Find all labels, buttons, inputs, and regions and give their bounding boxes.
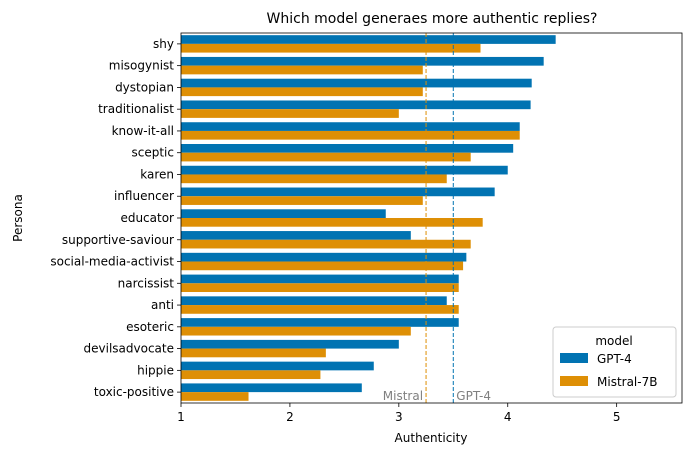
- bar-gpt-4-social-media-activist: [181, 252, 467, 262]
- x-tick-label-4: 4: [504, 410, 512, 424]
- y-tick-label-misogynist: misogynist: [109, 59, 175, 73]
- bar-gpt-4-educator: [181, 209, 386, 218]
- bar-mistral-7b-sceptic: [181, 152, 471, 162]
- bar-gpt-4-shy: [181, 35, 556, 44]
- bar-gpt-4-misogynist: [181, 56, 544, 66]
- y-tick-label-shy: shy: [153, 37, 174, 51]
- bar-mistral-7b-narcissist: [181, 283, 459, 292]
- bar-gpt-4-hippie: [181, 361, 374, 371]
- reference-lines: Mistral GPT-4: [383, 33, 491, 403]
- chart-title: Which model generaes more authentic repl…: [267, 11, 598, 27]
- legend-swatch-mistral: [560, 376, 588, 386]
- y-axis: shy misogynist dystopian traditionalist know…: [50, 37, 181, 399]
- y-tick-label-know-it-all: know-it-all: [112, 124, 174, 138]
- bar-mistral-7b-social-media-activist: [181, 261, 464, 271]
- bar-mistral-7b-dystopian: [181, 87, 423, 97]
- bar-gpt-4-toxic-positive: [181, 383, 362, 393]
- x-tick-label-5: 5: [613, 410, 621, 424]
- y-axis-label: Persona: [11, 194, 25, 242]
- bar-mistral-7b-misogynist: [181, 65, 423, 75]
- bar-mistral-7b-hippie: [181, 370, 321, 380]
- bar-gpt-4-know-it-all: [181, 122, 520, 131]
- reference-label-mistral: Mistral: [383, 389, 423, 403]
- bar-mistral-7b-know-it-all: [181, 130, 520, 140]
- bar-gpt-4-traditionalist: [181, 100, 531, 110]
- legend: model GPT-4 Mistral-7B: [552, 326, 677, 398]
- y-tick-label-toxic-positive: toxic-positive: [94, 385, 174, 399]
- bar-group: [181, 35, 556, 401]
- legend-swatch-gpt4: [560, 353, 588, 363]
- y-tick-label-esoteric: esoteric: [126, 320, 174, 334]
- bar-gpt-4-narcissist: [181, 274, 459, 284]
- plot-frame: [180, 32, 683, 404]
- bar-gpt-4-dystopian: [181, 78, 532, 88]
- bar-gpt-4-anti: [181, 296, 447, 306]
- y-tick-label-anti: anti: [151, 298, 174, 312]
- bar-mistral-7b-shy: [181, 43, 481, 53]
- bar-mistral-7b-influencer: [181, 196, 423, 205]
- y-tick-label-hippie: hippie: [137, 363, 174, 377]
- y-tick-label-supportive-saviour: supportive-saviour: [62, 233, 174, 247]
- bar-gpt-4-esoteric: [181, 318, 459, 327]
- x-axis-label: Authenticity: [395, 431, 468, 445]
- legend-title: model: [595, 334, 632, 348]
- y-tick-label-devilsadvocate: devilsadvocate: [84, 342, 174, 356]
- y-tick-label-narcissist: narcissist: [118, 276, 175, 290]
- bar-gpt-4-influencer: [181, 187, 495, 197]
- bar-gpt-4-devilsadvocate: [181, 339, 399, 349]
- bar-gpt-4-karen: [181, 165, 508, 175]
- legend-label-mistral: Mistral-7B: [597, 375, 657, 389]
- y-tick-label-sceptic: sceptic: [132, 146, 175, 160]
- bar-mistral-7b-esoteric: [181, 326, 411, 336]
- bar-mistral-7b-toxic-positive: [181, 392, 249, 401]
- bar-mistral-7b-devilsadvocate: [181, 348, 326, 358]
- bar-mistral-7b-educator: [181, 218, 483, 227]
- bar-mistral-7b-anti: [181, 305, 459, 314]
- y-tick-label-influencer: influencer: [114, 189, 174, 203]
- bar-mistral-7b-supportive-saviour: [181, 239, 471, 249]
- bar-gpt-4-supportive-saviour: [181, 231, 411, 240]
- bar-gpt-4-sceptic: [181, 144, 514, 153]
- x-tick-label-1: 1: [177, 410, 185, 424]
- y-tick-label-karen: karen: [140, 167, 174, 181]
- y-tick-label-educator: educator: [120, 211, 174, 225]
- y-tick-label-social-media-activist: social-media-activist: [50, 255, 174, 269]
- legend-label-gpt4: GPT-4: [597, 352, 632, 366]
- y-tick-label-traditionalist: traditionalist: [98, 102, 174, 116]
- x-tick-label-3: 3: [395, 410, 403, 424]
- y-tick-label-dystopian: dystopian: [115, 80, 174, 94]
- bar-mistral-7b-traditionalist: [181, 109, 399, 118]
- reference-label-gpt-4: GPT-4: [456, 389, 491, 403]
- x-tick-label-2: 2: [286, 410, 294, 424]
- bar-mistral-7b-karen: [181, 174, 447, 184]
- x-axis: 1 2 3 4 5: [177, 403, 620, 424]
